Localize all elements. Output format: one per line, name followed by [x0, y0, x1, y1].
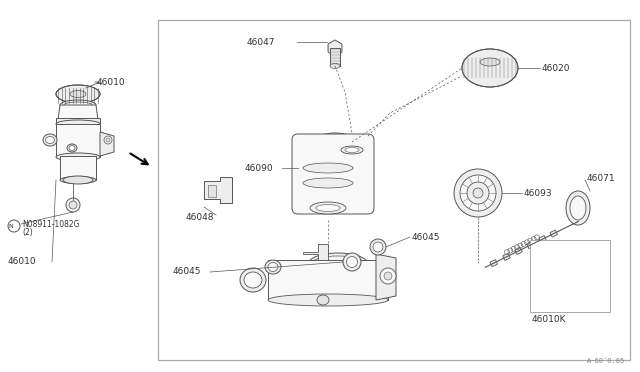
Ellipse shape — [316, 205, 340, 212]
Circle shape — [384, 272, 392, 280]
Circle shape — [467, 182, 489, 204]
Ellipse shape — [308, 253, 368, 275]
Ellipse shape — [310, 202, 346, 214]
Ellipse shape — [265, 260, 281, 274]
Text: N: N — [8, 224, 13, 228]
Ellipse shape — [311, 256, 365, 272]
Ellipse shape — [373, 242, 383, 252]
Polygon shape — [204, 177, 232, 203]
Polygon shape — [539, 235, 547, 243]
Bar — [208, 185, 216, 197]
Polygon shape — [303, 244, 328, 260]
Bar — [158, 20, 630, 360]
Polygon shape — [328, 40, 342, 56]
Polygon shape — [58, 105, 98, 120]
Ellipse shape — [244, 272, 262, 288]
Ellipse shape — [566, 191, 590, 225]
Ellipse shape — [43, 134, 57, 146]
Text: 46093: 46093 — [524, 189, 552, 198]
Ellipse shape — [303, 163, 353, 173]
Text: 46045: 46045 — [173, 267, 202, 276]
Ellipse shape — [480, 58, 500, 66]
Text: 46045: 46045 — [412, 232, 440, 241]
Ellipse shape — [56, 85, 100, 103]
Ellipse shape — [63, 176, 93, 184]
Ellipse shape — [69, 145, 75, 151]
Text: 46048: 46048 — [186, 212, 214, 221]
Circle shape — [380, 268, 396, 284]
Ellipse shape — [341, 146, 363, 154]
Ellipse shape — [370, 239, 386, 255]
Ellipse shape — [60, 100, 96, 110]
Polygon shape — [100, 132, 114, 156]
Bar — [330, 48, 340, 66]
Bar — [56, 118, 100, 124]
Circle shape — [8, 220, 20, 232]
Circle shape — [454, 169, 502, 217]
Ellipse shape — [303, 178, 353, 188]
Text: 46010K: 46010K — [532, 315, 566, 324]
FancyBboxPatch shape — [292, 134, 374, 214]
Text: (2): (2) — [22, 228, 33, 237]
Text: 46071: 46071 — [587, 173, 616, 183]
Ellipse shape — [60, 176, 96, 183]
Text: 46010: 46010 — [97, 77, 125, 87]
Circle shape — [69, 201, 77, 209]
Bar — [530, 240, 610, 312]
Circle shape — [473, 188, 483, 198]
Ellipse shape — [343, 253, 361, 271]
Text: 46090: 46090 — [245, 164, 274, 173]
Ellipse shape — [45, 137, 54, 144]
Circle shape — [104, 136, 112, 144]
Ellipse shape — [268, 294, 388, 306]
Bar — [268, 260, 388, 300]
Ellipse shape — [56, 153, 100, 161]
Ellipse shape — [330, 64, 340, 68]
Ellipse shape — [316, 133, 354, 147]
Polygon shape — [515, 247, 522, 254]
Circle shape — [460, 175, 496, 211]
Text: N08911-1082G: N08911-1082G — [22, 219, 79, 228]
Bar — [60, 156, 96, 180]
Bar — [56, 124, 100, 157]
Ellipse shape — [320, 135, 350, 144]
Ellipse shape — [268, 263, 278, 272]
Ellipse shape — [570, 196, 586, 220]
Circle shape — [66, 198, 80, 212]
Ellipse shape — [64, 102, 92, 108]
Polygon shape — [527, 241, 534, 248]
Text: 46020: 46020 — [542, 64, 570, 73]
Ellipse shape — [56, 120, 100, 128]
Ellipse shape — [70, 90, 86, 97]
Ellipse shape — [67, 144, 77, 152]
Text: A·60´0.85: A·60´0.85 — [587, 358, 625, 364]
Ellipse shape — [317, 295, 329, 305]
Ellipse shape — [346, 257, 358, 267]
Polygon shape — [376, 254, 396, 300]
Text: 46047: 46047 — [247, 38, 275, 46]
Polygon shape — [502, 253, 510, 260]
Polygon shape — [490, 260, 497, 267]
Polygon shape — [550, 230, 557, 237]
Ellipse shape — [240, 268, 266, 292]
Circle shape — [106, 138, 110, 142]
Ellipse shape — [345, 148, 359, 153]
Ellipse shape — [462, 49, 518, 87]
Text: 46010: 46010 — [8, 257, 36, 266]
